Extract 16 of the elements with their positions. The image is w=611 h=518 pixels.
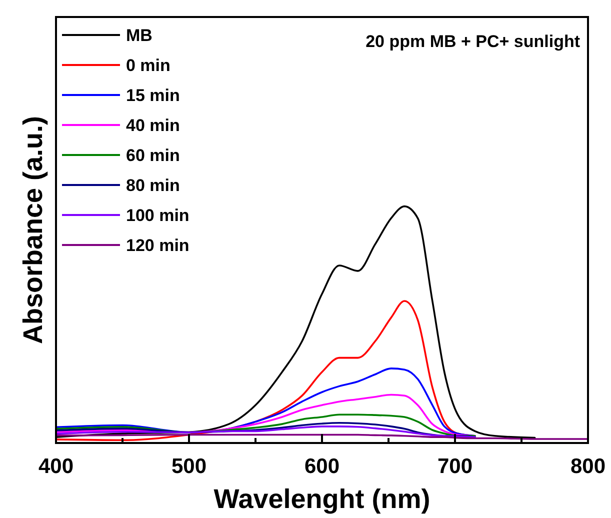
x-tick-label: 700 [437,455,473,478]
x-tick-label: 600 [304,455,340,478]
x-axis-title: Wavelenght (nm) [214,484,430,514]
legend-label: 15 min [126,86,180,105]
x-tick-label: 400 [38,455,74,478]
legend-label: 100 min [126,206,190,225]
y-axis-title: Absorbance (a.u.) [18,116,48,344]
text: 20 ppm MB + PC+ sunlight [366,32,580,51]
legend-label: 40 min [126,116,180,135]
legend-label: 60 min [126,146,180,165]
legend-label: 120 min [126,236,190,255]
legend-label: MB [126,26,152,45]
x-tick-label: 500 [171,455,207,478]
legend-label: 0 min [126,56,170,75]
legend-label: 80 min [126,176,180,195]
x-tick-label: 800 [570,455,606,478]
